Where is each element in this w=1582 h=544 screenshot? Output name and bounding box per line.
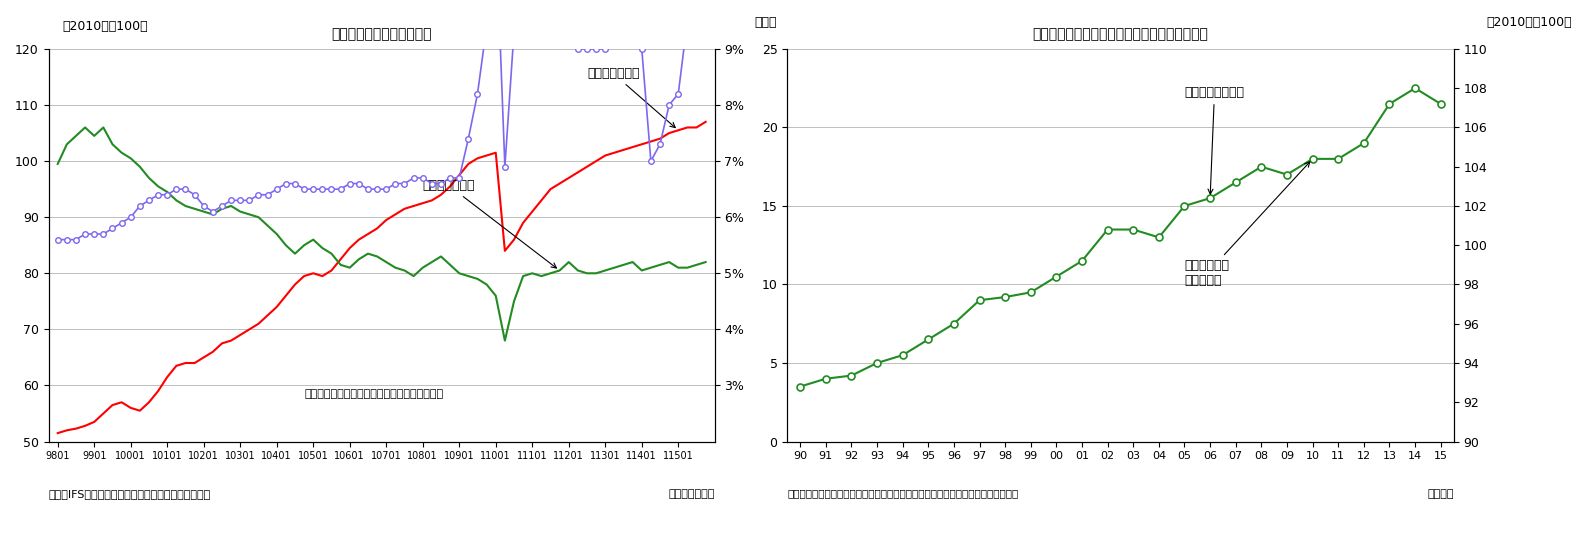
- Text: 世界の実質輸入: 世界の実質輸入: [587, 67, 676, 128]
- Text: （年・四半期）: （年・四半期）: [668, 489, 715, 499]
- Text: （年度）: （年度）: [1427, 489, 1454, 499]
- Title: 低下する日本の輸出シェア: 低下する日本の輸出シェア: [331, 27, 432, 41]
- Text: （資料）内閣府「企業行動に関するアンケート調査」、経済産業省「鉱工業指数」: （資料）内閣府「企業行動に関するアンケート調査」、経済産業省「鉱工業指数」: [788, 489, 1019, 499]
- Text: （％）: （％）: [755, 16, 777, 29]
- Text: （注）IFSのデータをもとにニッセイ基礎研究所作成: （注）IFSのデータをもとにニッセイ基礎研究所作成: [49, 489, 210, 499]
- Title: 上昇する海外生産比率と低下する国内生産能力: 上昇する海外生産比率と低下する国内生産能力: [1033, 27, 1209, 41]
- Text: 世界輸出に占める日本の輸出シェア（右目盛）: 世界輸出に占める日本の輸出シェア（右目盛）: [304, 388, 443, 399]
- Text: （2010年＝100）: （2010年＝100）: [1487, 16, 1573, 29]
- Text: 生産能力指数
（右目盛）: 生産能力指数 （右目盛）: [1185, 162, 1310, 287]
- Text: 海外現地生産比率: 海外現地生産比率: [1185, 86, 1245, 194]
- Text: 日本の実質輸出: 日本の実質輸出: [422, 179, 557, 268]
- Text: （2010年＝100）: （2010年＝100）: [62, 20, 147, 33]
